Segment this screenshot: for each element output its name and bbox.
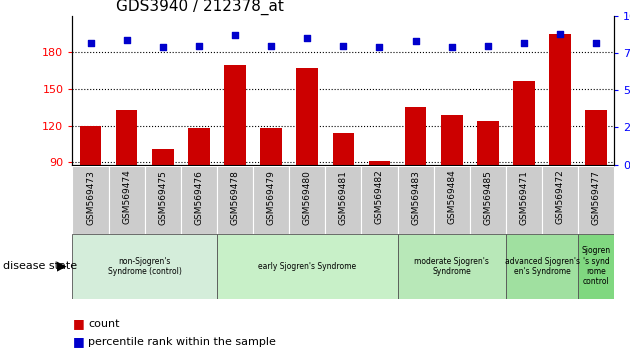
Bar [477, 121, 499, 272]
Text: count: count [88, 319, 120, 329]
Text: ■: ■ [72, 318, 84, 330]
Bar [404, 107, 427, 272]
Point [230, 33, 240, 38]
Text: GSM569480: GSM569480 [303, 170, 312, 225]
Bar [585, 110, 607, 272]
Text: GSM569477: GSM569477 [592, 170, 600, 225]
Bar [549, 34, 571, 272]
Point [86, 40, 96, 46]
Text: ■: ■ [72, 335, 84, 348]
Bar [333, 133, 354, 272]
Bar [253, 166, 289, 234]
Bar [108, 166, 145, 234]
Point [194, 43, 204, 48]
Text: ▶: ▶ [57, 260, 66, 273]
Bar [217, 166, 253, 234]
Text: moderate Sjogren's
Syndrome: moderate Sjogren's Syndrome [415, 257, 489, 276]
Bar [260, 128, 282, 272]
Bar [72, 166, 108, 234]
Text: advanced Sjogren's
en's Syndrome: advanced Sjogren's en's Syndrome [505, 257, 580, 276]
Bar [217, 234, 398, 299]
Text: GSM569482: GSM569482 [375, 170, 384, 224]
Bar [578, 234, 614, 299]
Text: GSM569485: GSM569485 [483, 170, 492, 225]
Bar [224, 65, 246, 272]
Bar [433, 166, 470, 234]
Text: GSM569476: GSM569476 [195, 170, 203, 225]
Bar [152, 149, 174, 272]
Point [555, 31, 565, 36]
Point [266, 43, 276, 48]
Bar [578, 166, 614, 234]
Point [447, 44, 457, 50]
Text: GSM569475: GSM569475 [158, 170, 167, 225]
Bar [441, 115, 462, 272]
Bar [542, 166, 578, 234]
Bar [513, 80, 535, 272]
Text: GSM569483: GSM569483 [411, 170, 420, 225]
Text: early Sjogren's Syndrome: early Sjogren's Syndrome [258, 262, 357, 271]
Point [302, 35, 312, 41]
Point [158, 44, 168, 50]
Text: GSM569478: GSM569478 [231, 170, 239, 225]
Bar [506, 234, 578, 299]
Text: non-Sjogren's
Syndrome (control): non-Sjogren's Syndrome (control) [108, 257, 181, 276]
Bar [506, 166, 542, 234]
Point [483, 43, 493, 48]
Text: GSM569473: GSM569473 [86, 170, 95, 225]
Bar [145, 166, 181, 234]
Bar [188, 128, 210, 272]
Point [374, 44, 384, 50]
Text: Sjogren
's synd
rome
control: Sjogren 's synd rome control [581, 246, 610, 286]
Text: GSM569481: GSM569481 [339, 170, 348, 225]
Point [122, 37, 132, 42]
Point [591, 40, 601, 46]
Point [519, 40, 529, 46]
Text: percentile rank within the sample: percentile rank within the sample [88, 337, 276, 347]
Text: GSM569474: GSM569474 [122, 170, 131, 224]
Text: disease state: disease state [3, 261, 77, 272]
Text: GSM569484: GSM569484 [447, 170, 456, 224]
Bar [325, 166, 362, 234]
Bar [398, 234, 506, 299]
Bar [72, 234, 217, 299]
Bar [181, 166, 217, 234]
Bar [79, 126, 101, 272]
Bar [398, 166, 433, 234]
Text: GSM569472: GSM569472 [556, 170, 564, 224]
Text: GDS3940 / 212378_at: GDS3940 / 212378_at [116, 0, 284, 15]
Bar [116, 110, 137, 272]
Bar [369, 161, 391, 272]
Point [411, 38, 421, 44]
Bar [296, 68, 318, 272]
Text: GSM569471: GSM569471 [520, 170, 529, 225]
Text: GSM569479: GSM569479 [266, 170, 275, 225]
Bar [470, 166, 506, 234]
Bar [362, 166, 398, 234]
Bar [289, 166, 325, 234]
Point [338, 43, 348, 48]
